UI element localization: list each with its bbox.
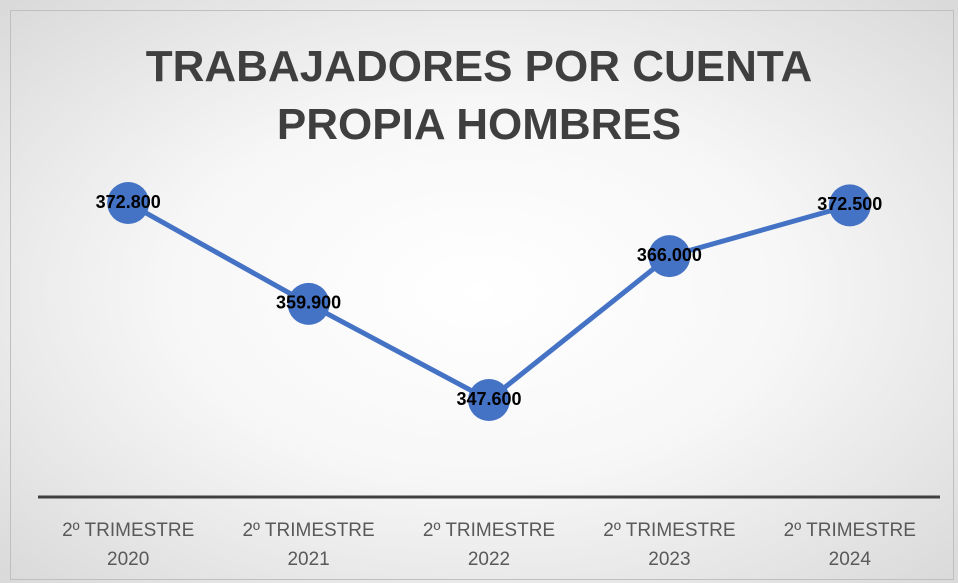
point <box>468 379 510 421</box>
data-label: 359.900 <box>276 293 341 313</box>
data-label: 372.500 <box>817 194 882 214</box>
x-tick-label: 2º TRIMESTRE 2020 <box>62 520 195 570</box>
x-tick-label: 2º TRIMESTRE 2022 <box>422 520 556 570</box>
chart-title: TRABAJADORES POR CUENTA PROPIA HOMBRES <box>145 42 813 149</box>
chart-border <box>10 10 954 580</box>
x-tick-label: 2º TRIMESTRE 2023 <box>603 520 736 570</box>
point <box>287 282 330 325</box>
x-tick-label: 2º TRIMESTRE 2024 <box>783 520 916 570</box>
point <box>107 182 150 224</box>
data-label: 366.000 <box>637 245 702 265</box>
data-label: 372.800 <box>96 192 161 212</box>
x-tick-label: 2º TRIMESTRE 2021 <box>242 520 375 570</box>
point <box>648 235 691 278</box>
series-line <box>126 200 851 403</box>
data-label: 347.600 <box>456 389 521 409</box>
point <box>828 184 871 227</box>
